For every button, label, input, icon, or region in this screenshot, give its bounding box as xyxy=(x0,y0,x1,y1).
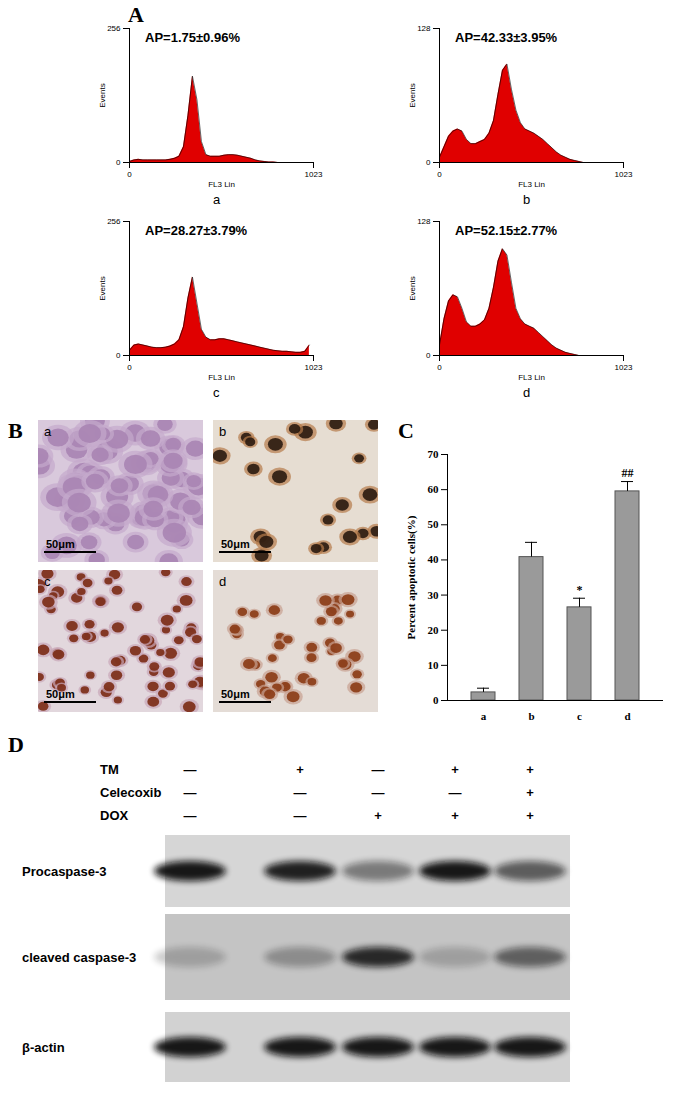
svg-text:0: 0 xyxy=(437,363,442,372)
svg-text:c: c xyxy=(44,574,51,589)
html-text:b: b xyxy=(523,192,531,207)
svg-text:Percent apoptotic cells(%): Percent apoptotic cells(%) xyxy=(405,515,418,639)
svg-text:+: + xyxy=(526,808,534,823)
svg-text:50: 50 xyxy=(428,518,440,530)
svg-text:—: — xyxy=(449,785,462,800)
svg-text:Events: Events xyxy=(98,276,107,300)
svg-text:0: 0 xyxy=(127,363,132,372)
svg-text:0: 0 xyxy=(116,351,121,360)
svg-text:TM: TM xyxy=(100,762,119,777)
html-text:A: A xyxy=(128,2,144,27)
svg-text:FL3 Lin: FL3 Lin xyxy=(518,180,545,189)
svg-text:Procaspase-3: Procaspase-3 xyxy=(22,864,107,879)
svg-text:10: 10 xyxy=(428,659,440,671)
html-text:B: B xyxy=(8,418,23,443)
svg-text:+: + xyxy=(451,762,459,777)
svg-text:a: a xyxy=(481,710,487,722)
svg-text:+: + xyxy=(374,808,382,823)
svg-text:0: 0 xyxy=(127,170,132,179)
svg-text:0: 0 xyxy=(116,158,121,167)
svg-text:c: c xyxy=(577,710,582,722)
html-text:AP=28.27±3.79%: AP=28.27±3.79% xyxy=(145,223,248,238)
svg-text:Events: Events xyxy=(408,276,417,300)
svg-text:FL3 Lin: FL3 Lin xyxy=(208,373,235,382)
svg-text:b: b xyxy=(219,424,226,439)
html-text:a: a xyxy=(213,192,221,207)
svg-text:1023: 1023 xyxy=(615,170,633,179)
svg-text:50μm: 50μm xyxy=(46,688,75,700)
svg-text:a: a xyxy=(44,424,52,439)
svg-text:+: + xyxy=(526,762,534,777)
svg-text:—: — xyxy=(294,785,307,800)
svg-text:0: 0 xyxy=(426,351,431,360)
svg-text:Celecoxib: Celecoxib xyxy=(100,785,161,800)
html-text:c: c xyxy=(213,385,220,400)
svg-text:—: — xyxy=(372,785,385,800)
svg-text:d: d xyxy=(624,710,630,722)
svg-text:70: 70 xyxy=(428,448,440,460)
svg-text:FL3 Lin: FL3 Lin xyxy=(518,373,545,382)
html-text:AP=42.33±3.95%: AP=42.33±3.95% xyxy=(455,30,558,45)
svg-text:1023: 1023 xyxy=(305,363,323,372)
svg-text:Events: Events xyxy=(98,83,107,107)
html-text:d: d xyxy=(523,385,531,400)
svg-text:128: 128 xyxy=(417,217,431,226)
svg-text:30: 30 xyxy=(428,589,440,601)
svg-text:—: — xyxy=(184,762,197,777)
svg-text:+: + xyxy=(526,785,534,800)
html-text:C: C xyxy=(398,418,414,443)
svg-text:d: d xyxy=(219,574,226,589)
html-text:AP=1.75±0.96%: AP=1.75±0.96% xyxy=(145,30,240,45)
svg-text:1023: 1023 xyxy=(615,363,633,372)
svg-text:cleaved caspase-3: cleaved caspase-3 xyxy=(22,950,136,965)
html-text:D: D xyxy=(8,732,24,757)
svg-text:—: — xyxy=(372,762,385,777)
svg-text:DOX: DOX xyxy=(100,808,129,823)
svg-text:—: — xyxy=(294,808,307,823)
svg-text:256: 256 xyxy=(107,24,121,33)
svg-text:20: 20 xyxy=(428,624,440,636)
svg-text:+: + xyxy=(451,808,459,823)
svg-text:##: ## xyxy=(622,466,634,480)
svg-text:—: — xyxy=(184,785,197,800)
svg-text:60: 60 xyxy=(428,483,440,495)
svg-text:+: + xyxy=(296,762,304,777)
svg-text:0: 0 xyxy=(433,694,439,706)
svg-text:50μm: 50μm xyxy=(221,538,250,550)
svg-text:0: 0 xyxy=(437,170,442,179)
svg-text:0: 0 xyxy=(426,158,431,167)
svg-text:50μm: 50μm xyxy=(46,538,75,550)
svg-text:β-actin: β-actin xyxy=(22,1040,65,1055)
svg-text:FL3 Lin: FL3 Lin xyxy=(208,180,235,189)
html-text:AP=52.15±2.77%: AP=52.15±2.77% xyxy=(455,223,558,238)
svg-text:1023: 1023 xyxy=(305,170,323,179)
svg-text:128: 128 xyxy=(417,24,431,33)
svg-text:256: 256 xyxy=(107,217,121,226)
svg-text:—: — xyxy=(184,808,197,823)
svg-text:50μm: 50μm xyxy=(221,688,250,700)
svg-text:*: * xyxy=(577,583,583,597)
svg-text:Events: Events xyxy=(408,83,417,107)
svg-text:40: 40 xyxy=(428,553,440,565)
svg-text:b: b xyxy=(528,710,534,722)
